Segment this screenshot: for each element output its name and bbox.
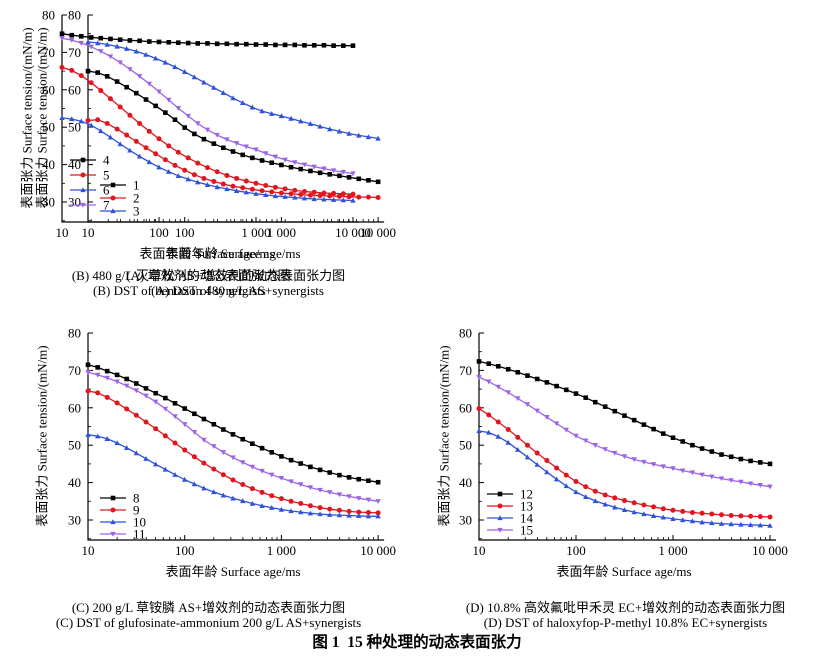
svg-text:10: 10	[133, 515, 146, 530]
svg-text:40: 40	[42, 157, 55, 172]
svg-text:6: 6	[103, 183, 110, 198]
plot-area-a: 30 40 50 60 70 80 10 100 1 000 10 000 123	[68, 8, 396, 241]
svg-text:10 000: 10 000	[360, 225, 396, 240]
caption-b-en: (B) DST of bentazon 480 g/L AS+synergist…	[93, 283, 324, 298]
svg-text:30: 30	[68, 513, 81, 528]
svg-text:100: 100	[175, 225, 195, 240]
svg-text:80: 80	[459, 326, 472, 341]
svg-text:70: 70	[68, 363, 81, 378]
caption-a: (A) 增效剂的动态表面张力图 (A) DST of synergists	[0, 268, 417, 298]
svg-text:1 000: 1 000	[267, 543, 296, 558]
svg-text:100: 100	[175, 543, 195, 558]
svg-text:2: 2	[133, 191, 140, 206]
caption-a-zh: (A) 增效剂的动态表面张力图	[126, 268, 291, 283]
svg-text:1: 1	[133, 178, 140, 193]
svg-text:4: 4	[103, 153, 110, 168]
svg-text:10: 10	[473, 543, 486, 558]
caption-b-zh: (B) 480 g/L 灭草松 AS+增效剂的动态表面张力图	[71, 268, 346, 283]
svg-text:40: 40	[459, 475, 472, 490]
svg-text:30: 30	[42, 195, 55, 210]
svg-text:9: 9	[133, 503, 140, 518]
caption-a-en: (A) DST of synergists	[151, 283, 266, 298]
svg-text:30: 30	[459, 513, 472, 528]
svg-text:50: 50	[459, 438, 472, 453]
svg-text:8: 8	[133, 491, 140, 506]
svg-text:10: 10	[56, 225, 69, 240]
svg-text:10: 10	[82, 543, 95, 558]
svg-text:7: 7	[103, 198, 110, 213]
x-axis-label: 表面年龄 Surface age/ms	[165, 564, 301, 579]
caption-d-en: (D) DST of haloxyfop-P-methyl 10.8% EC+s…	[483, 615, 768, 630]
svg-text:100: 100	[149, 225, 169, 240]
svg-text:12: 12	[520, 487, 533, 502]
svg-text:80: 80	[42, 8, 55, 23]
panel-b: 表面张力 Surface tension/(mN/m) 30 40 50 60 70 80…	[0, 0, 417, 318]
x-axis-label: 表面年龄 Surface age/ms	[139, 246, 275, 261]
x-axis-label: 表面年龄 Surface age/ms	[165, 246, 301, 261]
svg-text:60: 60	[68, 82, 81, 97]
caption-c-en: (C) DST of glufosinate-ammonium 200 g/L …	[55, 615, 362, 630]
panel-a: 表面张力 Surface tension/(mN/m) 30 40 50 60 70 80…	[0, 0, 417, 318]
caption-d: (D) 10.8% 高效氟吡甲禾灵 EC+增效剂的动态表面张力图 (D) DST…	[417, 600, 834, 630]
svg-text:80: 80	[68, 8, 81, 23]
svg-text:10 000: 10 000	[360, 543, 396, 558]
svg-text:60: 60	[42, 82, 55, 97]
svg-text:3: 3	[133, 204, 140, 219]
svg-text:13: 13	[520, 499, 533, 514]
svg-text:70: 70	[42, 45, 55, 60]
panel-c: 表面张力 Surface tension/(mN/m) 30 40 50 60 70 80…	[0, 318, 417, 636]
svg-text:70: 70	[68, 45, 81, 60]
svg-text:1 000: 1 000	[241, 225, 270, 240]
svg-text:50: 50	[42, 120, 55, 135]
svg-text:30: 30	[68, 195, 81, 210]
svg-text:11: 11	[133, 527, 146, 542]
svg-text:60: 60	[68, 400, 81, 415]
svg-text:1 000: 1 000	[658, 543, 687, 558]
svg-text:10: 10	[82, 225, 95, 240]
svg-text:100: 100	[566, 543, 586, 558]
svg-text:50: 50	[68, 120, 81, 135]
svg-text:1 000: 1 000	[267, 225, 296, 240]
svg-text:60: 60	[459, 400, 472, 415]
figure-title: 图 1 15 种处理的动态表面张力	[312, 634, 522, 651]
svg-text:14: 14	[520, 511, 534, 526]
caption-c-zh: (C) 200 g/L 草铵膦 AS+增效剂的动态表面张力图	[71, 600, 346, 615]
svg-text:40: 40	[68, 475, 81, 490]
x-axis-label: 表面年龄 Surface age/ms	[556, 564, 692, 579]
svg-text:40: 40	[68, 157, 81, 172]
svg-text:50: 50	[68, 438, 81, 453]
svg-text:15: 15	[520, 523, 533, 538]
panel-d: 表面张力 Surface tension/(mN/m) 30 40 50 60 70 80…	[417, 318, 834, 636]
caption-d-zh: (D) 10.8% 高效氟吡甲禾灵 EC+增效剂的动态表面张力图	[465, 600, 786, 615]
svg-text:10 000: 10 000	[335, 225, 371, 240]
svg-text:70: 70	[459, 363, 472, 378]
svg-text:10 000: 10 000	[752, 543, 788, 558]
svg-text:80: 80	[68, 326, 81, 341]
caption-c: (C) 200 g/L 草铵膦 AS+增效剂的动态表面张力图 (C) DST o…	[0, 600, 417, 630]
svg-text:5: 5	[103, 168, 110, 183]
caption-b: (B) 480 g/L 灭草松 AS+增效剂的动态表面张力图 (B) DST o…	[0, 268, 417, 298]
